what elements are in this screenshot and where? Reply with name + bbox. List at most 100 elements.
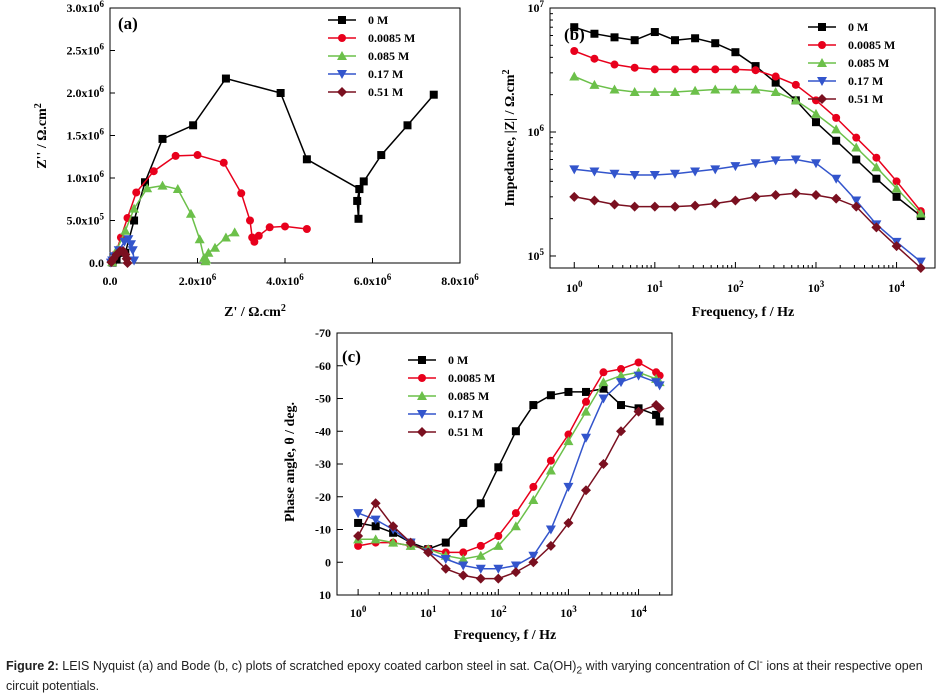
data-point [652, 410, 661, 419]
caption-text3: ions at their respective open circuit po… [6, 659, 923, 693]
data-point [670, 169, 681, 179]
data-point [229, 227, 240, 237]
data-point [510, 561, 521, 571]
data-point [610, 33, 619, 42]
data-point [633, 371, 644, 381]
data-point [629, 87, 640, 97]
y-tick-label: 1.0x106 [67, 169, 105, 185]
legend-marker [417, 410, 427, 419]
data-point [172, 184, 183, 194]
panel-a-plot: 0.0 2.0x106 4.0x106 6.0x106 8.0x106 0.0 5.0x10… [67, 0, 480, 288]
data-point [563, 482, 574, 492]
y-tick-label: 10 [319, 588, 331, 602]
data-point [750, 191, 761, 202]
legend-marker [337, 87, 347, 97]
series-line-0.085 M [358, 371, 661, 560]
data-point [458, 561, 469, 571]
data-point [248, 233, 257, 242]
legend-marker [337, 51, 347, 60]
data-point [353, 531, 364, 542]
data-point [569, 165, 580, 175]
data-point [189, 121, 198, 130]
data-point [475, 573, 486, 584]
figure-caption: Figure 2: LEIS Nyquist (a) and Bode (b, … [6, 655, 938, 694]
data-point [265, 223, 274, 232]
data-point [371, 522, 380, 531]
data-point [690, 200, 701, 211]
data-point [852, 133, 861, 142]
data-point [915, 208, 926, 218]
data-point [570, 23, 579, 32]
data-point [915, 263, 926, 273]
data-point [149, 167, 158, 176]
data-point [891, 241, 902, 252]
legend-label: 0.085 M [448, 389, 489, 403]
data-point [220, 232, 231, 242]
data-point [691, 65, 700, 74]
data-point [872, 153, 881, 162]
panel-b-ylabel: Impedance, |Z| / Ω.cm2 [501, 69, 518, 206]
x-tick-label: 102 [727, 279, 744, 295]
data-point [403, 121, 412, 130]
data-point [654, 403, 665, 414]
data-point [545, 525, 556, 535]
data-point [458, 553, 469, 563]
data-point [353, 196, 362, 205]
data-point [810, 190, 821, 201]
data-point [476, 499, 485, 508]
data-point [872, 174, 881, 183]
data-point [731, 65, 740, 74]
data-point [670, 201, 681, 212]
data-point [199, 252, 210, 262]
data-point [581, 387, 590, 396]
data-point [388, 521, 399, 532]
series-line-0.0085 M [111, 154, 307, 263]
legend-label: 0 M [368, 13, 388, 27]
data-point [510, 567, 521, 578]
data-point [751, 62, 760, 71]
data-point [671, 36, 680, 45]
data-point [528, 557, 539, 568]
data-point [193, 151, 202, 160]
data-point [276, 89, 285, 97]
data-point [219, 158, 228, 167]
data-point [475, 564, 486, 574]
data-point [710, 198, 721, 209]
x-tick-label: 4.0x106 [266, 272, 304, 288]
data-point [671, 65, 680, 74]
data-point [511, 509, 520, 518]
data-point [629, 201, 640, 212]
data-point [851, 201, 862, 212]
series-line-0.51 M [574, 192, 922, 269]
data-point [405, 537, 416, 548]
data-point [493, 564, 504, 574]
data-point [494, 463, 503, 472]
data-point [210, 242, 220, 252]
data-point [852, 155, 861, 164]
caption-text2: with varying concentration of Cl [582, 659, 760, 674]
x-tick-label: 8.0x106 [441, 272, 479, 288]
data-point [831, 124, 842, 134]
data-point [851, 196, 862, 206]
data-point [302, 225, 311, 233]
data-point [871, 162, 882, 172]
y-tick-label: 3.0x106 [67, 0, 105, 15]
data-point [690, 85, 701, 95]
data-point [811, 118, 820, 127]
data-point [589, 79, 600, 89]
y-tick-label: -20 [315, 490, 331, 504]
data-point [440, 554, 451, 564]
data-point [423, 547, 434, 558]
legend-marker [817, 58, 827, 67]
data-point [810, 159, 821, 169]
data-point [655, 417, 664, 426]
data-point [790, 95, 801, 105]
panel-b-xlabel: Frequency, f / Hz [692, 305, 794, 320]
legend-marker [417, 427, 427, 437]
data-point [459, 518, 468, 527]
data-point [529, 401, 538, 410]
data-point [569, 191, 580, 202]
series-line-0 M [357, 387, 661, 550]
data-point [221, 74, 230, 83]
data-point [185, 208, 196, 218]
